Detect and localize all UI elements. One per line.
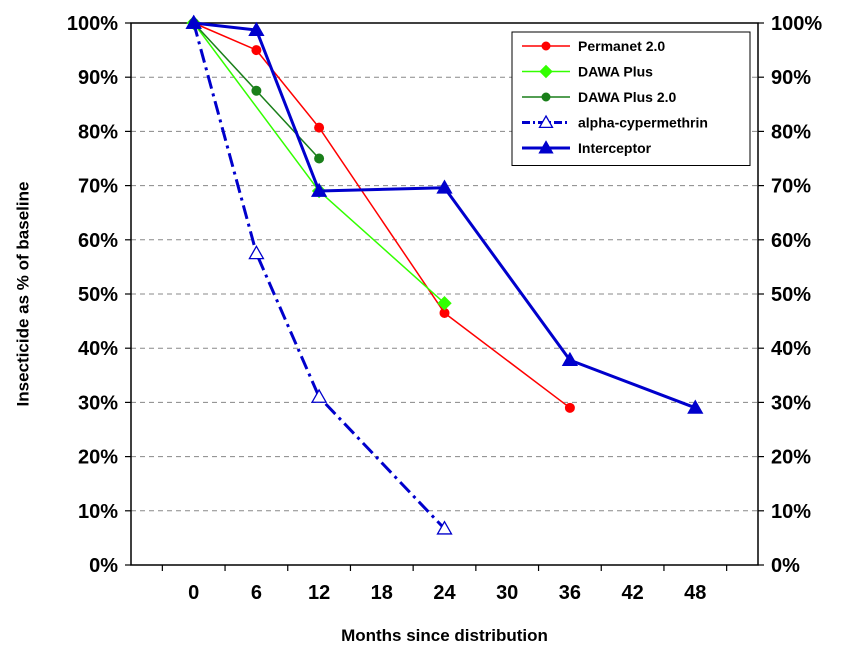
x-tick-label: 6 [251, 582, 262, 604]
legend-marker [538, 114, 554, 129]
y-tick-label: 70% [78, 176, 118, 198]
y2-tick-label: 100% [771, 13, 822, 35]
y-tick-label: 20% [78, 447, 118, 469]
legend-marker [539, 64, 553, 79]
series-line [193, 21, 696, 410]
legend: Permanet 2.0 DAWA Plus DAWA Plus 2.0 alpha-… [511, 31, 751, 166]
data-point [314, 153, 325, 164]
legend-item: alpha-cypermethrin [522, 115, 708, 131]
x-tick-label: 30 [496, 582, 518, 604]
x-axis-title: Months since distribution [341, 626, 548, 645]
y-tick-label: 100% [67, 13, 118, 35]
data-point [310, 388, 328, 403]
x-tick-label: 48 [684, 582, 706, 604]
legend-label: Permanet 2.0 [578, 38, 665, 54]
data-point [564, 402, 575, 413]
data-point [436, 520, 453, 535]
data-point [251, 85, 262, 96]
y2-tick-label: 40% [771, 338, 811, 360]
data-point [310, 182, 328, 197]
y2-tick-label: 30% [771, 392, 811, 414]
y2-tick-label: 80% [771, 121, 811, 143]
x-tick-label: 12 [308, 582, 330, 604]
data-point [248, 245, 265, 260]
legend-item: Permanet 2.0 [522, 38, 665, 54]
legend-marker [541, 92, 551, 102]
legend-box [511, 31, 751, 166]
y-tick-label: 0% [89, 555, 118, 577]
legend-label: DAWA Plus [578, 64, 653, 80]
legend-marker [538, 140, 554, 154]
data-point [314, 122, 325, 133]
y2-tick-label: 60% [771, 230, 811, 252]
y-tick-label: 40% [78, 338, 118, 360]
x-tick-label: 18 [371, 582, 393, 604]
x-tick-label: 42 [621, 582, 643, 604]
y-tick-label: 80% [78, 121, 118, 143]
y2-tick-label: 70% [771, 176, 811, 198]
y-tick-label: 30% [78, 392, 118, 414]
series-4 [185, 14, 704, 414]
y-tick-label: 10% [78, 501, 118, 523]
x-tick-label: 24 [433, 582, 456, 604]
data-point [248, 21, 265, 36]
y-tick-label: 50% [78, 284, 118, 306]
series-group [185, 14, 704, 535]
y2-tick-label: 90% [771, 67, 811, 89]
data-point [436, 179, 453, 194]
x-tick-label: 36 [559, 582, 581, 604]
legend-label: DAWA Plus 2.0 [578, 89, 677, 105]
legend-label: alpha-cypermethrin [578, 115, 708, 131]
y2-tick-label: 50% [771, 284, 811, 306]
legend-item: DAWA Plus 2.0 [522, 89, 677, 105]
series-2 [188, 18, 325, 164]
data-point [687, 399, 704, 414]
y-tick-label: 90% [78, 67, 118, 89]
data-point [185, 14, 202, 29]
x-tick-label: 0 [188, 582, 199, 604]
data-point [437, 296, 452, 311]
legend-marker [541, 41, 551, 51]
data-point [251, 45, 262, 56]
y-axis-title: Insecticide as % of baseline [13, 182, 32, 407]
legend-item: DAWA Plus [522, 64, 653, 80]
legend-item: Interceptor [522, 140, 652, 156]
y-tick-label: 60% [78, 230, 118, 252]
y2-tick-label: 10% [771, 501, 811, 523]
y2-tick-label: 20% [771, 447, 811, 469]
legend-label: Interceptor [578, 140, 652, 156]
y2-tick-label: 0% [771, 555, 800, 577]
data-point [561, 351, 579, 367]
series-line [192, 22, 446, 530]
axes: 0% 0% 10% 10% 20% 20% 30% 30% 40% 40% 50% 50% 60% 60%… [67, 13, 823, 604]
